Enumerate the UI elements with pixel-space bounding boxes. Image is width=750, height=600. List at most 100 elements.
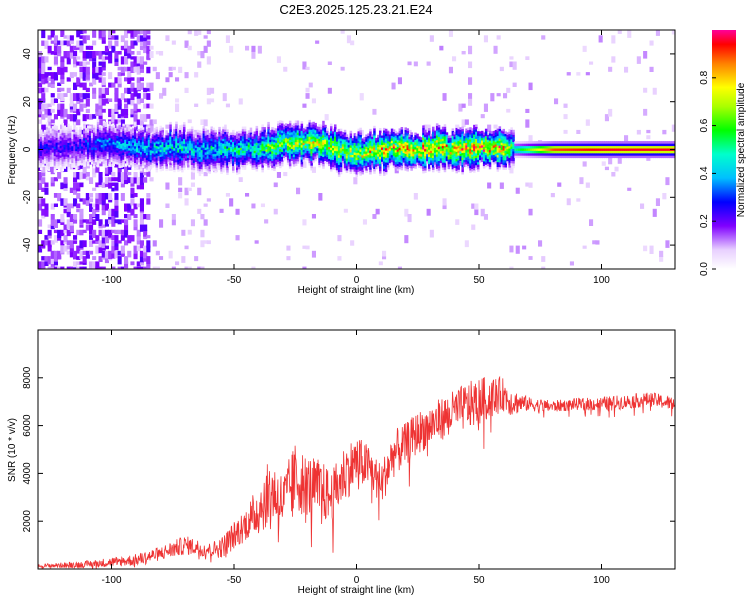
- heatmap-cell: [41, 187, 46, 192]
- heatmap-cell: [373, 161, 376, 165]
- heatmap-cell: [304, 153, 308, 156]
- heatmap-cell: [98, 156, 102, 159]
- heatmap-cell: [424, 160, 427, 164]
- heatmap-cell: [294, 120, 298, 123]
- heatmap-cell: [212, 168, 215, 171]
- heatmap-cell: [188, 133, 192, 137]
- heatmap-cell: [349, 159, 353, 163]
- heatmap-cell: [47, 166, 51, 169]
- heatmap-cell: [116, 159, 119, 163]
- heatmap-cell: [468, 77, 473, 85]
- heatmap-cell: [85, 151, 88, 155]
- heatmap-cell: [53, 170, 57, 173]
- heatmap-cell: [61, 127, 64, 131]
- heatmap-cell: [455, 146, 458, 150]
- heatmap-cell: [302, 133, 306, 136]
- heatmap-cell: [251, 148, 255, 151]
- heatmap-cell: [41, 147, 45, 151]
- heatmap-cell: [465, 147, 468, 151]
- heatmap-cell: [175, 159, 178, 163]
- heatmap-cell: [369, 155, 372, 158]
- heatmap-cell: [41, 137, 45, 141]
- heatmap-cell: [143, 150, 147, 153]
- heatmap-cell: [63, 161, 66, 164]
- heatmap-cell: [108, 198, 113, 203]
- heatmap-cell: [475, 155, 478, 159]
- heatmap-cell: [190, 150, 194, 153]
- heatmap-cell: [130, 134, 133, 137]
- heatmap-cell: [185, 160, 188, 164]
- heatmap-cell: [378, 261, 383, 266]
- heatmap-cell: [255, 142, 259, 146]
- heatmap-cell: [198, 171, 202, 174]
- heatmap-cell: [412, 144, 415, 147]
- heatmap-cell: [57, 40, 62, 45]
- heatmap-cell: [200, 145, 204, 148]
- heatmap-cell: [383, 142, 386, 145]
- heatmap-cell: [108, 56, 113, 64]
- heatmap-cell: [127, 66, 132, 72]
- heatmap-cell: [420, 158, 423, 162]
- heatmap-cell: [463, 135, 466, 139]
- heatmap-cell: [279, 153, 282, 157]
- heatmap-cell: [367, 142, 370, 146]
- heatmap-cell: [249, 146, 253, 150]
- heatmap-cell: [286, 162, 290, 165]
- heatmap-cell: [196, 141, 200, 145]
- heatmap-cell: [98, 144, 102, 147]
- heatmap-cell: [126, 139, 129, 142]
- heatmap-cell: [89, 157, 92, 160]
- heatmap-cell: [69, 147, 72, 150]
- heatmap-cell: [214, 141, 217, 145]
- heatmap-cell: [38, 133, 41, 137]
- heatmap-cell: [375, 166, 378, 170]
- heatmap-cell: [267, 167, 270, 170]
- heatmap-cell: [41, 103, 46, 112]
- heatmap-cell: [308, 119, 311, 123]
- heatmap-cell: [169, 153, 172, 156]
- heatmap-cell: [426, 144, 429, 147]
- heatmap-cell: [50, 166, 55, 175]
- heatmap-cell: [247, 130, 251, 133]
- heatmap-cell: [60, 61, 65, 68]
- heatmap-cell: [71, 160, 74, 163]
- heatmap-cell: [185, 134, 188, 137]
- heatmap-cell: [428, 132, 431, 136]
- heatmap-cell: [66, 77, 71, 82]
- heatmap-cell: [133, 266, 138, 269]
- heatmap-cell: [96, 136, 100, 139]
- heatmap-cell: [306, 129, 309, 132]
- heatmap-cell: [576, 129, 581, 134]
- heatmap-cell: [130, 30, 135, 38]
- heatmap-cell: [310, 153, 313, 157]
- heatmap-cell: [414, 158, 417, 162]
- heatmap-cell: [312, 126, 315, 130]
- heatmap-cell: [224, 158, 227, 161]
- heatmap-cell: [428, 135, 431, 138]
- heatmap-cell: [463, 133, 466, 137]
- heatmap-cell: [345, 163, 349, 166]
- heatmap-cell: [41, 157, 45, 160]
- heatmap-cell: [187, 266, 192, 269]
- heatmap-cell: [322, 161, 325, 164]
- heatmap-cell: [50, 250, 55, 259]
- heatmap-cell: [120, 266, 125, 269]
- heatmap-cell: [275, 145, 278, 148]
- heatmap-cell: [50, 240, 55, 245]
- heatmap-cell: [369, 162, 372, 165]
- heatmap-cell: [279, 134, 282, 138]
- heatmap-cell: [435, 149, 439, 153]
- heatmap-cell: [178, 66, 183, 73]
- heatmap-cell: [320, 146, 323, 149]
- heatmap-cell: [441, 153, 445, 156]
- heatmap-cell: [124, 219, 129, 226]
- heatmap-cell: [185, 139, 188, 142]
- heatmap-cell: [237, 130, 241, 134]
- heatmap-cell: [44, 208, 49, 217]
- heatmap-cell: [308, 143, 311, 147]
- heatmap-cell: [126, 148, 129, 152]
- heatmap-cell: [134, 146, 137, 149]
- heatmap-cell: [305, 66, 310, 70]
- heatmap-cell: [79, 93, 84, 98]
- heatmap-cell: [92, 172, 97, 178]
